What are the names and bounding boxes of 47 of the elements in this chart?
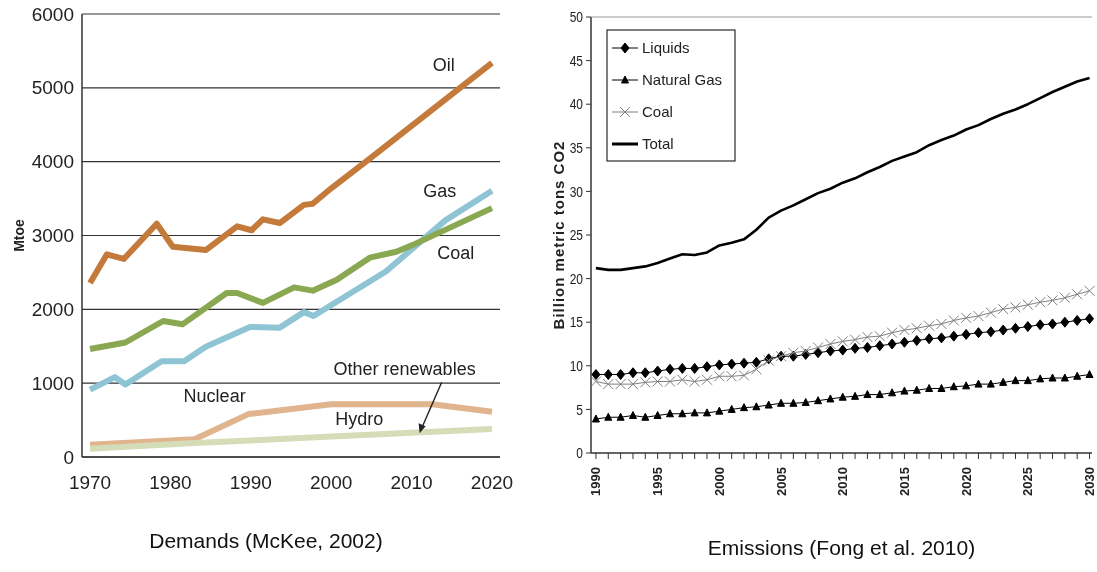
x-tick-label: 2030 <box>1082 467 1097 496</box>
y-tick-label: 20 <box>569 270 584 288</box>
y-tick-label: 25 <box>569 227 583 244</box>
x-tick-label: 2000 <box>310 472 353 493</box>
y-tick-label: 3000 <box>31 225 74 247</box>
annotation: Other renewables <box>333 359 476 380</box>
series-label: Gas <box>423 180 457 201</box>
series-label: Nuclear <box>183 385 246 406</box>
y-tick-label: 2000 <box>31 298 74 320</box>
y-tick-label: 5 <box>576 401 583 418</box>
y-tick-label: 50 <box>569 9 584 26</box>
y-tick-label: 30 <box>569 183 584 200</box>
series-label: Oil <box>432 54 455 75</box>
y-tick-label: 45 <box>569 52 583 70</box>
y-tick-label: 0 <box>63 446 74 468</box>
y-tick-label: 0 <box>576 445 584 462</box>
y-tick-label: 6000 <box>31 3 74 25</box>
y-tick-label: 40 <box>569 96 584 113</box>
x-tick-label: 1970 <box>68 472 112 493</box>
text: Demands (McKee, 2002) <box>149 529 383 552</box>
x-tick-label: 2015 <box>896 467 912 496</box>
legend-label: Liquids <box>642 39 690 57</box>
y-tick-label: 15 <box>569 314 583 331</box>
y-axis-title: Mtoe <box>11 218 27 252</box>
x-tick-label: 2010 <box>835 467 851 496</box>
y-axis-title: Billion metric tons CO2 <box>550 140 567 330</box>
x-tick-label: 1990 <box>588 467 604 496</box>
x-tick-label: 2010 <box>390 472 433 493</box>
x-tick-label: 2005 <box>773 467 789 496</box>
x-tick-label: 2020 <box>470 472 514 493</box>
x-tick-label: 2020 <box>958 467 974 496</box>
legend-label: Coal <box>642 103 673 121</box>
y-tick-label: 10 <box>569 357 584 375</box>
x-tick-label: 2000 <box>711 467 727 496</box>
legend-label: Natural Gas <box>642 71 723 89</box>
text: Emissions (Fong et al. 2010) <box>707 536 976 559</box>
series-label: Coal <box>437 242 475 263</box>
x-tick-label: 1980 <box>149 472 192 493</box>
x-tick-label: 1995 <box>650 467 666 496</box>
series-label: Hydro <box>335 409 384 430</box>
y-tick-label: 1000 <box>31 372 74 394</box>
y-tick-label: 4000 <box>31 151 74 173</box>
x-tick-label: 1990 <box>229 472 272 493</box>
y-tick-label: 35 <box>569 139 583 157</box>
legend-label: Total <box>642 135 674 153</box>
x-tick-label: 2025 <box>1020 467 1036 496</box>
y-tick-label: 5000 <box>31 77 74 99</box>
